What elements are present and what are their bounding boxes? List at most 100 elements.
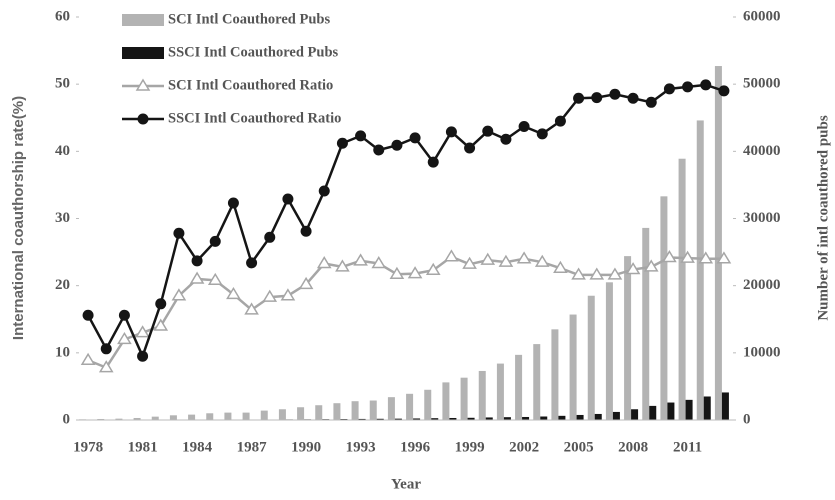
bar: [496, 363, 504, 420]
point: [227, 197, 239, 209]
bar: [315, 405, 323, 420]
legend-swatch: [122, 14, 164, 26]
point: [518, 120, 530, 132]
point: [573, 92, 585, 104]
bar: [551, 329, 559, 420]
point: [643, 259, 659, 272]
point: [445, 126, 457, 138]
bar: [576, 414, 584, 420]
point: [171, 288, 187, 301]
bar: [569, 314, 577, 420]
point: [80, 352, 96, 365]
y-tick-label: 20: [55, 277, 70, 293]
point: [464, 142, 476, 154]
bar: [685, 399, 693, 420]
point: [607, 267, 623, 280]
y2-tick-label: 20000: [743, 277, 781, 293]
point: [591, 92, 603, 104]
legend-label: SSCI Intl Coauthored Pubs: [168, 44, 339, 60]
point: [244, 302, 259, 315]
bar: [133, 417, 141, 420]
y2-axis-label: Number of intl coauthored pubs: [815, 115, 831, 320]
legend-marker: [137, 113, 149, 125]
bar: [515, 354, 523, 420]
bar: [431, 418, 439, 420]
bar: [169, 415, 177, 420]
bar: [660, 196, 668, 420]
point: [189, 271, 205, 284]
bar: [624, 256, 632, 420]
point: [137, 350, 149, 362]
point: [462, 256, 477, 269]
point: [117, 331, 132, 345]
bar: [605, 282, 613, 420]
point: [207, 272, 223, 286]
y-tick-label: 30: [55, 210, 70, 226]
bar: [297, 407, 305, 420]
point: [246, 257, 258, 269]
bar: [376, 418, 384, 420]
point: [500, 133, 512, 145]
legend-label: SCI Intl Coauthored Ratio: [168, 77, 333, 93]
y-tick-label: 60: [55, 8, 70, 24]
point: [645, 96, 657, 108]
x-tick-label: 2002: [509, 439, 539, 455]
y2-tick-label: 10000: [743, 344, 781, 360]
point: [663, 83, 675, 95]
bar: [449, 417, 457, 420]
point: [589, 267, 605, 280]
bar: [485, 417, 493, 420]
y-tick-label: 40: [55, 143, 70, 159]
point: [118, 309, 130, 321]
bar: [612, 411, 620, 420]
point: [718, 85, 730, 97]
point: [662, 249, 677, 263]
bar: [151, 416, 159, 420]
point: [682, 81, 694, 93]
x-tick-label: 1999: [455, 439, 485, 455]
point: [389, 266, 405, 279]
point: [391, 139, 403, 151]
point: [516, 251, 532, 264]
point: [262, 289, 278, 302]
bar: [703, 396, 711, 420]
bar: [467, 417, 475, 420]
x-tick-label: 1996: [400, 439, 431, 455]
point: [155, 298, 167, 310]
point: [264, 231, 276, 243]
point: [427, 156, 439, 168]
y2-tick-label: 50000: [743, 76, 781, 92]
bar: [696, 120, 704, 420]
point: [226, 286, 241, 300]
point: [716, 251, 732, 264]
y2-tick-label: 30000: [743, 210, 781, 226]
point: [282, 193, 294, 205]
bar: [97, 418, 105, 420]
y-tick-label: 0: [63, 411, 71, 427]
point: [498, 254, 514, 267]
point: [191, 255, 203, 267]
y-tick-label: 50: [55, 76, 70, 92]
bar: [424, 389, 432, 420]
point: [534, 254, 550, 267]
bar: [678, 158, 686, 420]
point: [409, 132, 421, 144]
point: [480, 252, 496, 265]
bar: [260, 410, 268, 420]
point: [536, 128, 548, 140]
bar: [631, 409, 639, 420]
bar: [533, 344, 541, 420]
bar: [206, 413, 214, 420]
bar: [369, 400, 377, 420]
point: [209, 235, 221, 247]
x-tick-label: 1993: [346, 439, 376, 455]
point: [425, 262, 441, 275]
point: [298, 276, 314, 290]
bar: [333, 403, 341, 420]
point: [135, 325, 150, 338]
point: [100, 343, 112, 355]
bar: [721, 392, 729, 420]
bar: [351, 401, 359, 420]
y2-tick-label: 0: [743, 411, 751, 427]
point: [335, 259, 350, 272]
